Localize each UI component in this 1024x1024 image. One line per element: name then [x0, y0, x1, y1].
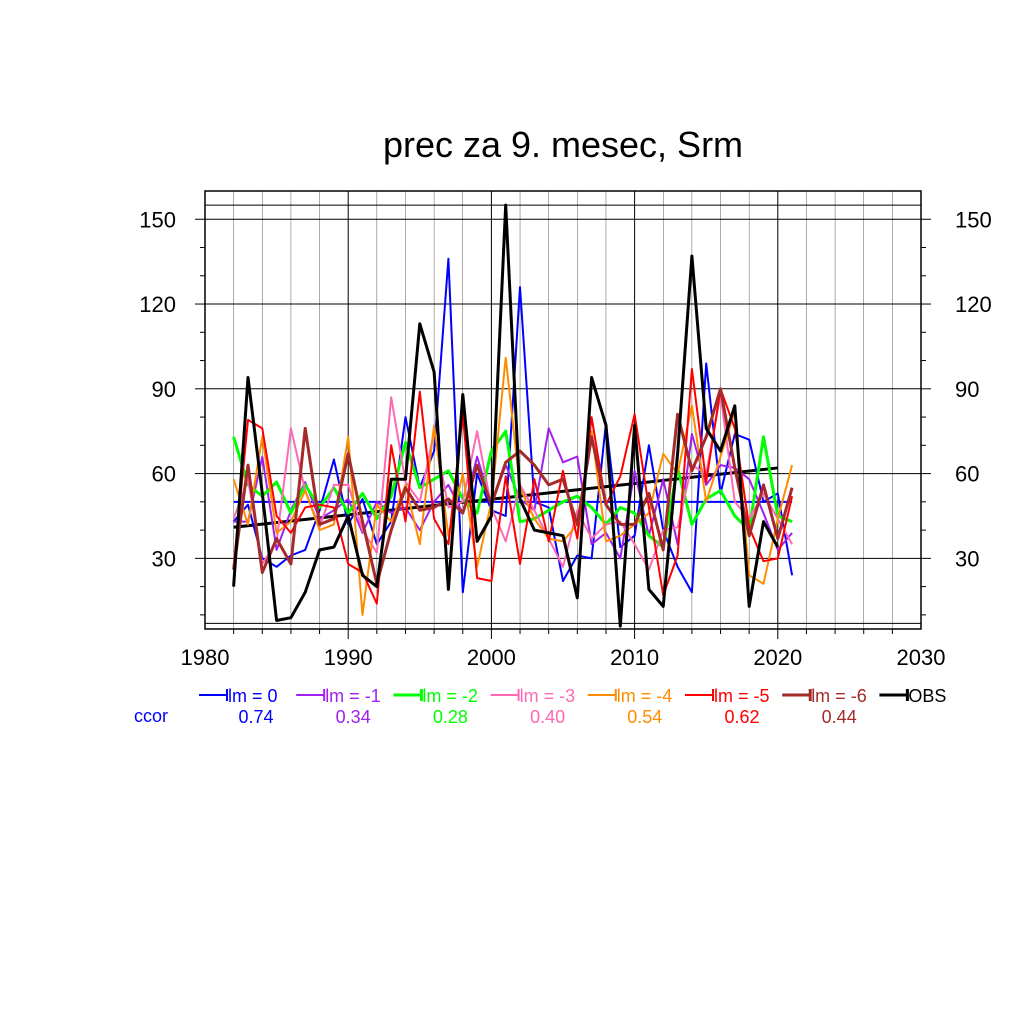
- legend-label-0: lm = 0: [228, 686, 278, 706]
- y-tick-label-right: 150: [955, 207, 992, 232]
- y-tick-label-left: 150: [139, 207, 176, 232]
- ccor-value-0: 0.74: [238, 707, 273, 727]
- axis-ticks: 1980 1990 2000 2010 2020 2030 30 30 60 60 90 90 120 1…: [139, 207, 991, 670]
- y-tick-label-left: 60: [152, 462, 176, 487]
- legend-label-6: lm = -6: [811, 686, 867, 706]
- plot-border: [204, 190, 922, 630]
- ccor-value-3: 0.40: [530, 707, 565, 727]
- y-tick-label-left: 120: [139, 292, 176, 317]
- legend-label-2: lm = -2: [422, 686, 478, 706]
- series-line-0: [232, 257, 794, 594]
- x-tick-label: 2000: [467, 645, 516, 670]
- y-tick-label-right: 30: [955, 546, 979, 571]
- x-tick-label: 1980: [181, 645, 230, 670]
- ccor-value-6: 0.44: [822, 707, 857, 727]
- legend-label-1: lm = -1: [325, 686, 381, 706]
- y-tick-label-right: 60: [955, 462, 979, 487]
- legend-label-7: OBS: [908, 686, 946, 706]
- ccor-value-5: 0.62: [724, 707, 759, 727]
- grid: [205, 191, 921, 629]
- y-tick-label-left: 30: [152, 546, 176, 571]
- series-line-7: [232, 203, 780, 628]
- y-tick-label-left: 90: [152, 377, 176, 402]
- series-line-2: [232, 429, 793, 549]
- x-tick-label: 2010: [610, 645, 659, 670]
- y-tick-label-right: 120: [955, 292, 992, 317]
- y-tick-label-right: 90: [955, 377, 979, 402]
- legend-label-3: lm = -3: [520, 686, 576, 706]
- legend: ccor lm = 00.74 lm = -10.34 lm = -20.28 lm …: [134, 686, 946, 727]
- series-lines: [232, 203, 794, 628]
- chart-title: prec za 9. mesec, Srm: [383, 124, 743, 165]
- series-line-5: [232, 368, 794, 605]
- series-line-6: [232, 387, 794, 586]
- ccor-value-1: 0.34: [336, 707, 371, 727]
- legend-label-5: lm = -5: [714, 686, 770, 706]
- legend-label-4: lm = -4: [617, 686, 673, 706]
- ccor-label: ccor: [134, 706, 168, 726]
- x-tick-label: 1990: [324, 645, 373, 670]
- x-tick-label: 2030: [897, 645, 946, 670]
- ccor-value-4: 0.54: [627, 707, 662, 727]
- x-tick-label: 2020: [753, 645, 802, 670]
- ccor-value-2: 0.28: [433, 707, 468, 727]
- plot-frame: [204, 190, 922, 630]
